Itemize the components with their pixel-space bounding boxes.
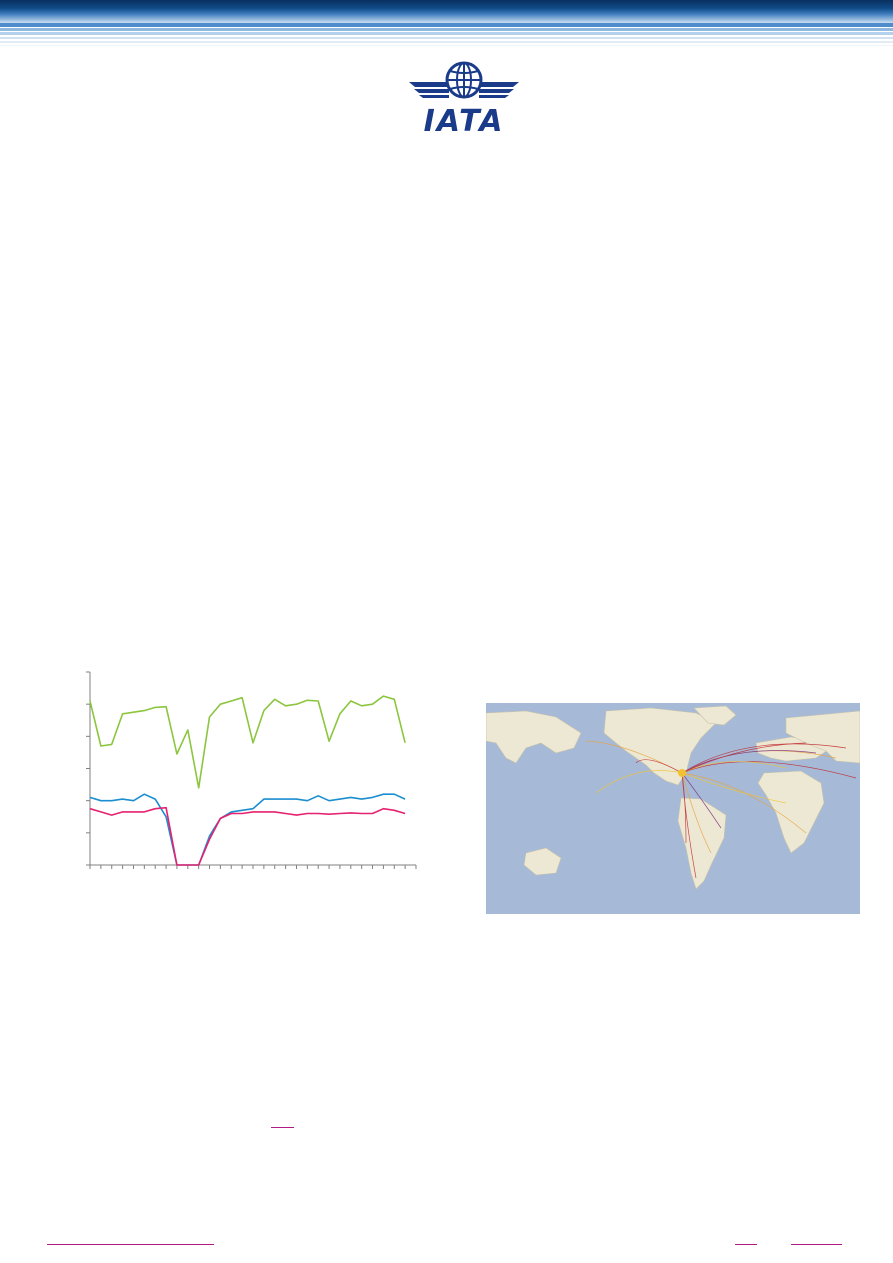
chart-axes — [86, 671, 417, 869]
footer-link-line-right — [791, 1244, 842, 1245]
body-link-line — [271, 1127, 294, 1128]
iata-logo: IATA — [405, 60, 523, 139]
footer-link-line-left — [47, 1244, 214, 1245]
route-map — [486, 703, 860, 914]
header-banner — [0, 0, 893, 46]
line-chart — [86, 671, 417, 869]
globe-wings-icon — [409, 61, 519, 99]
series-line-2 — [89, 793, 406, 866]
chart-series — [89, 695, 406, 866]
footer-link-line-mid — [735, 1244, 757, 1245]
logo-wordmark: IATA — [423, 104, 505, 139]
world-route-map-icon — [486, 705, 860, 890]
series-line-3 — [89, 806, 406, 866]
series-line-1 — [89, 695, 406, 789]
